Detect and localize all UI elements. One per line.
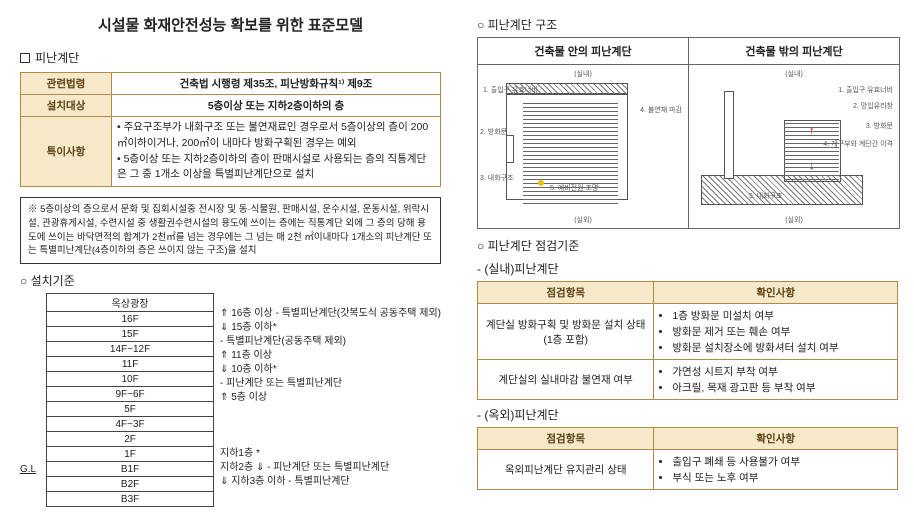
info-th-target: 설치대상	[21, 95, 112, 117]
note-box: ※ 5층이상의 층으로서 문화 및 집회시설중 전시장 및 동·식물원, 판매시…	[20, 197, 441, 264]
floor-table: 옥상광장 16F 15F 14F~12F 11F 10F 9F~6F 5F 4F…	[46, 293, 214, 507]
floor-header: 옥상광장	[47, 294, 214, 312]
info-th-law: 관련법령	[21, 73, 112, 95]
indoor-head: - (실내)피난계단	[477, 260, 898, 277]
outdoor-check-table: 점검항목 확인사항 옥외피난계단 유지관리 상태 출입구 폐쇄 등 사용불가 여…	[477, 427, 898, 490]
col-check: 확인사항	[654, 282, 898, 304]
diag-left-title: 건축물 안의 피난계단	[478, 38, 688, 65]
diag-right-body: (실내) ↑ ↓ 1. 출입구 유효너비 2. 망입유리창 3. 방화문 4.	[689, 65, 899, 228]
page-title: 시설물 화재안전성능 확보를 위한 표준모델	[20, 14, 441, 35]
info-table: 관련법령 건축법 시행령 제35조, 피난방화규칙¹⁾ 제9조 설치대상 5층이…	[20, 72, 441, 187]
indoor-row2-a: 계단실의 실내마감 불연재 여부	[478, 360, 654, 400]
diag-right-title: 건축물 밖의 피난계단	[689, 38, 899, 65]
floor-arrows: ⇑ 16층 이상 - 특별피난계단(갓복도식 공동주택 제외) ⇓ 15층 이하…	[220, 293, 441, 489]
indoor-check-table: 점검항목 확인사항 계단실 방화구획 및 방화문 설치 상태(1층 포함) 1층…	[477, 281, 898, 400]
indoor-row1-b: 1층 방화문 미설치 여부 방화문 제거 또는 훼손 여부 방화문 설치장소에 …	[654, 304, 898, 360]
section-install: ○ 설치기준	[20, 272, 441, 289]
indoor-row2-b: 가연성 시트지 부착 여부 아크릴, 목재 광고판 등 부착 여부	[654, 360, 898, 400]
col-item: 점검항목	[478, 282, 654, 304]
floor-diagram: G.L 옥상광장 16F 15F 14F~12F 11F 10F 9F~6F 5…	[20, 293, 441, 507]
outdoor-row1-a: 옥외피난계단 유지관리 상태	[478, 450, 654, 490]
gl-label: G.L	[20, 464, 36, 507]
info-td-special: • 주요구조부가 내화구조 또는 불연재료인 경우로서 5층이상의 층이 200…	[112, 117, 441, 187]
col-item2: 점검항목	[478, 428, 654, 450]
indoor-row1-a: 계단실 방화구획 및 방화문 설치 상태(1층 포함)	[478, 304, 654, 360]
section-evac-stair: 피난계단	[20, 49, 441, 66]
section-check: ○ 피난계단 점검기준	[477, 237, 898, 254]
info-th-special: 특이사항	[21, 117, 112, 187]
diag-left-body: (실내) 1. 출입구 유효너비 2. 방화문 3. 내화구조 4. 불연	[478, 65, 688, 228]
info-td-target: 5층이상 또는 지하2층이하의 층	[112, 95, 441, 117]
col-check2: 확인사항	[654, 428, 898, 450]
info-td-law: 건축법 시행령 제35조, 피난방화규칙¹⁾ 제9조	[112, 73, 441, 95]
section-structure: ○ 피난계단 구조	[477, 16, 898, 33]
outdoor-head: - (옥외)피난계단	[477, 406, 898, 423]
structure-diagram: 건축물 안의 피난계단 (실내) 1. 출입구 유효너비 2. 방화문	[477, 37, 900, 229]
outdoor-row1-b: 출입구 폐쇄 등 사용불가 여부 부식 또는 노후 여부	[654, 450, 898, 490]
